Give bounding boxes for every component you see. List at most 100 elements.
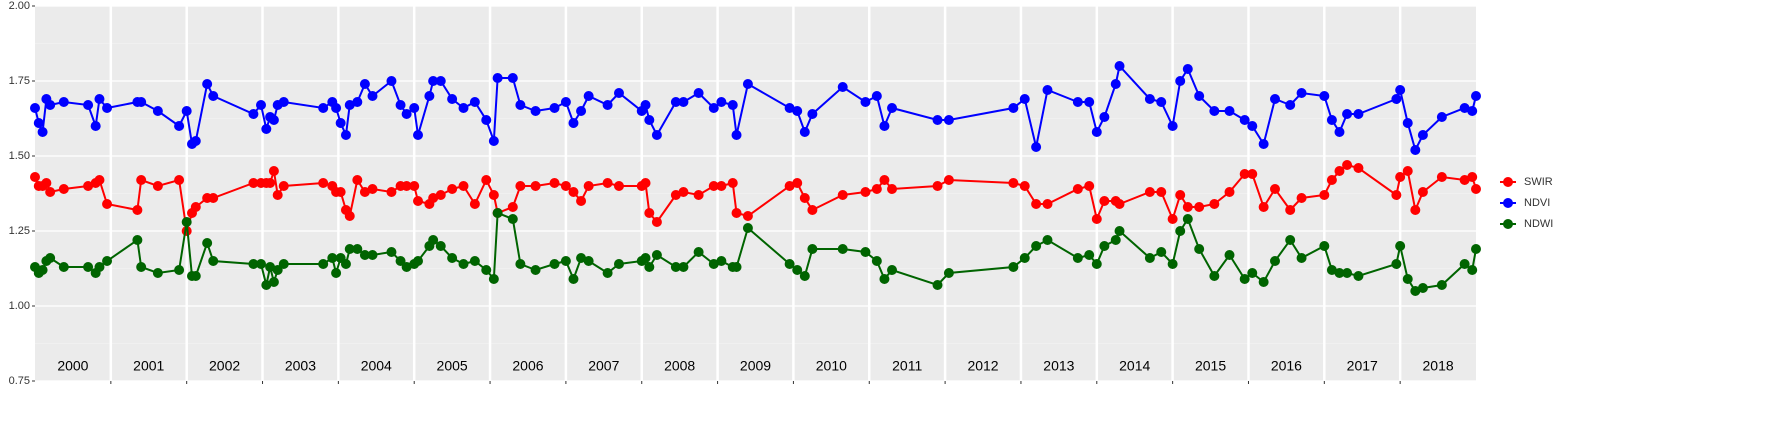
point	[1239, 115, 1250, 125]
point	[1175, 76, 1186, 86]
point	[1342, 109, 1353, 119]
point	[932, 280, 943, 290]
point	[248, 109, 259, 119]
point	[1436, 172, 1447, 182]
point	[1285, 100, 1296, 110]
point	[727, 100, 738, 110]
point	[1459, 103, 1470, 113]
point	[1391, 259, 1402, 269]
point	[1072, 184, 1083, 194]
point	[1326, 115, 1337, 125]
point	[932, 181, 943, 191]
legend-marker	[1503, 219, 1513, 229]
point	[1175, 226, 1186, 236]
point	[716, 97, 727, 107]
point	[1224, 106, 1235, 116]
point	[83, 100, 94, 110]
legend-label: SWIR	[1524, 176, 1553, 188]
point	[1319, 91, 1330, 101]
point	[1285, 235, 1296, 245]
point	[481, 115, 492, 125]
point	[1270, 256, 1281, 266]
point	[152, 181, 163, 191]
point	[576, 106, 587, 116]
point	[693, 190, 704, 200]
point	[644, 115, 655, 125]
point	[1410, 286, 1421, 296]
point	[190, 271, 201, 281]
point	[678, 262, 689, 272]
point	[1247, 169, 1258, 179]
point	[1019, 181, 1030, 191]
point	[352, 244, 363, 254]
point	[644, 208, 655, 218]
point	[1326, 265, 1337, 275]
point	[1156, 187, 1167, 197]
point	[272, 190, 283, 200]
point	[602, 268, 613, 278]
point	[807, 205, 818, 215]
year-label: 2015	[1195, 358, 1226, 374]
point	[1467, 106, 1478, 116]
point	[386, 187, 397, 197]
point	[1008, 262, 1019, 272]
point	[670, 190, 681, 200]
point	[530, 106, 541, 116]
point	[742, 211, 753, 221]
point	[1042, 199, 1053, 209]
point	[1182, 214, 1193, 224]
point	[447, 184, 458, 194]
point	[879, 121, 890, 131]
point	[94, 175, 105, 185]
point	[136, 262, 147, 272]
point	[367, 250, 378, 260]
point	[1167, 121, 1178, 131]
point	[208, 193, 219, 203]
point	[102, 199, 113, 209]
y-tick-label: 1.75	[9, 75, 30, 87]
point	[492, 208, 503, 218]
point	[799, 127, 810, 137]
point	[340, 259, 351, 269]
point	[1239, 274, 1250, 284]
point	[352, 97, 363, 107]
point	[1459, 259, 1470, 269]
point	[1471, 244, 1481, 254]
point	[488, 190, 499, 200]
year-label: 2010	[816, 358, 847, 374]
y-tick-label: 1.25	[9, 225, 30, 237]
point	[190, 136, 201, 146]
point	[507, 202, 518, 212]
year-label: 2011	[892, 358, 922, 374]
point	[367, 91, 378, 101]
point	[693, 88, 704, 98]
year-label: 2004	[361, 358, 392, 374]
point	[1042, 85, 1053, 95]
point	[1099, 241, 1110, 251]
point	[359, 250, 370, 260]
point	[879, 274, 890, 284]
point	[261, 124, 272, 134]
point	[458, 259, 469, 269]
year-label: 2012	[967, 358, 998, 374]
point	[560, 97, 571, 107]
year-label: 2003	[285, 358, 316, 374]
point	[94, 262, 105, 272]
point	[887, 184, 898, 194]
point	[1247, 268, 1258, 278]
point	[1114, 61, 1125, 71]
point	[651, 250, 662, 260]
point	[268, 115, 279, 125]
point	[458, 103, 469, 113]
point	[208, 91, 219, 101]
point	[860, 247, 871, 257]
y-tick-label: 2.00	[9, 0, 30, 12]
point	[132, 235, 143, 245]
point	[792, 265, 803, 275]
point	[386, 76, 397, 86]
point	[152, 106, 163, 116]
point	[1042, 235, 1053, 245]
point	[58, 184, 69, 194]
point	[1417, 283, 1428, 293]
point	[887, 265, 898, 275]
